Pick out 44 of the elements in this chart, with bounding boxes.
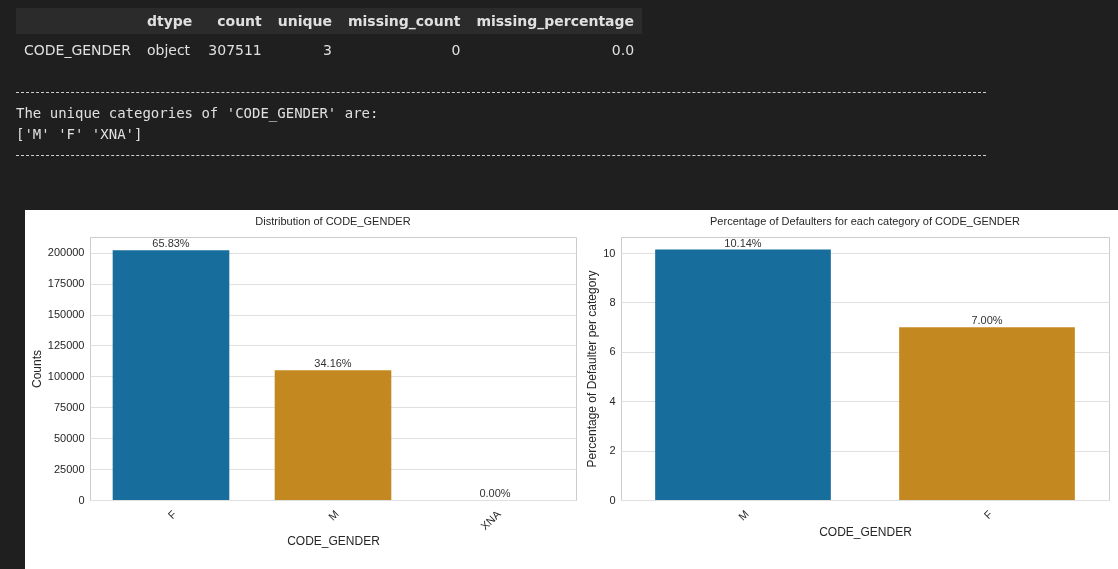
y-tick-label: 175000 <box>47 277 85 290</box>
y-tick-label: 75000 <box>53 400 85 413</box>
y-tick-label: 4 <box>609 394 616 407</box>
y-axis-title: Percentage of Defaulter per category <box>585 270 600 468</box>
category-label: dtype <box>138 8 201 34</box>
text: 3 <box>323 42 332 58</box>
y-tick-label: 50000 <box>53 431 85 444</box>
text: 0 <box>451 42 461 58</box>
x-tick-label: M <box>735 507 751 523</box>
chart-title: Percentage of Defaulters for each category of CODE_GENDER <box>710 215 1021 227</box>
data-label: 10.14% <box>724 236 762 249</box>
text: The unique categories of 'CODE_GENDER' are: <box>16 104 380 124</box>
data-label: 7.00% <box>971 314 1003 327</box>
x-tick-label: XNA <box>478 507 504 533</box>
text: 0.0 <box>611 42 635 58</box>
y-tick-label: 0 <box>609 493 616 506</box>
x-tick-label: F <box>165 507 179 522</box>
y-axis-title: Counts <box>29 349 44 389</box>
text: ['M' 'F' 'XNA'] <box>16 125 144 144</box>
y-tick-label: 0 <box>78 493 85 506</box>
category-label: CODE_GENDER <box>24 42 131 58</box>
category-label: unique <box>269 8 340 34</box>
y-tick-label: 200000 <box>47 246 85 259</box>
y-tick-label: 125000 <box>47 338 85 351</box>
text: object <box>146 42 191 58</box>
y-tick-label: 8 <box>609 295 616 308</box>
y-tick-label: 150000 <box>47 308 85 321</box>
annotation: 65.83% <box>152 237 190 250</box>
y-tick-label: 10 <box>603 246 616 259</box>
category-label: missing_count <box>339 8 469 34</box>
x-axis-title: CODE_GENDER <box>819 524 913 539</box>
annotation: 34.16% <box>314 357 352 370</box>
annotation: 0.00% <box>479 487 511 499</box>
y-tick-label: 2 <box>609 444 616 457</box>
text: 307511 <box>208 42 262 58</box>
x-axis-title: CODE_GENDER <box>287 534 381 549</box>
category-label: count <box>200 8 270 34</box>
category-label: missing_percentage <box>468 8 643 34</box>
x-tick-label: M <box>325 507 341 523</box>
y-tick-label: 100000 <box>47 369 85 382</box>
chart-title: Distribution of CODE_GENDER <box>255 215 411 227</box>
y-tick-label: 6 <box>609 345 616 358</box>
y-tick-label: 25000 <box>53 462 85 475</box>
x-tick-label: F <box>981 507 995 522</box>
